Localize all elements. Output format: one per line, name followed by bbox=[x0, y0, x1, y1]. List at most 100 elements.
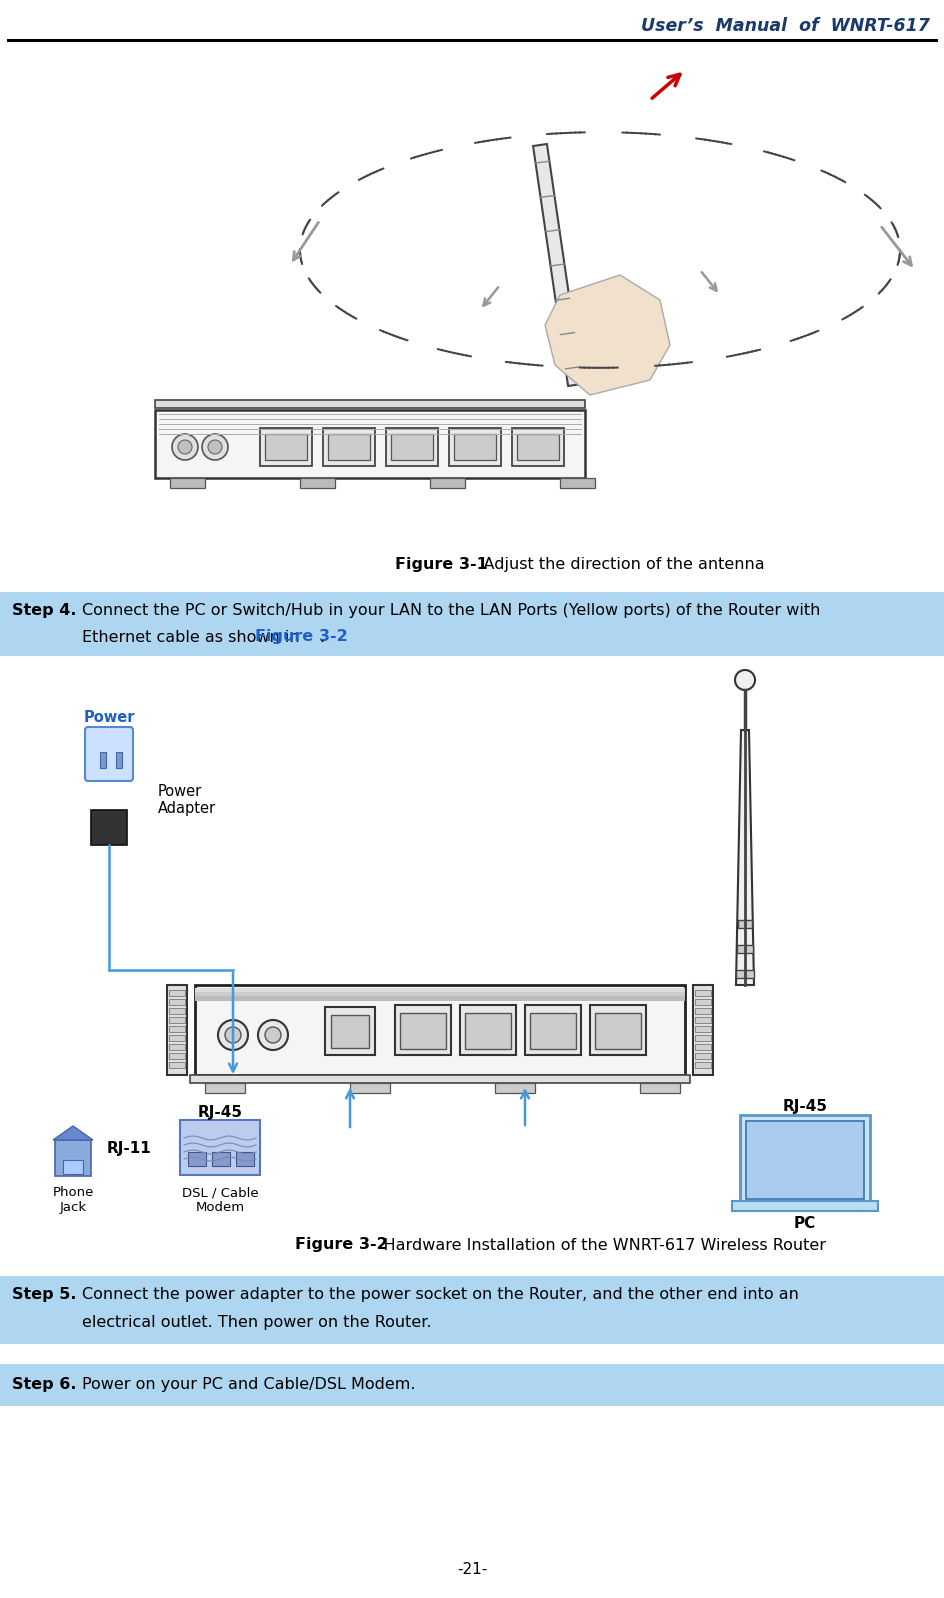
FancyBboxPatch shape bbox=[695, 1043, 711, 1050]
FancyBboxPatch shape bbox=[386, 428, 438, 467]
FancyBboxPatch shape bbox=[395, 1005, 451, 1055]
Polygon shape bbox=[736, 730, 754, 984]
Text: Power
Adapter: Power Adapter bbox=[158, 783, 216, 817]
FancyBboxPatch shape bbox=[325, 1007, 375, 1055]
FancyBboxPatch shape bbox=[454, 435, 496, 460]
FancyBboxPatch shape bbox=[155, 411, 585, 478]
FancyBboxPatch shape bbox=[169, 1053, 185, 1059]
FancyBboxPatch shape bbox=[169, 991, 185, 996]
Text: Step 4.: Step 4. bbox=[12, 602, 76, 617]
FancyBboxPatch shape bbox=[400, 1013, 446, 1048]
FancyBboxPatch shape bbox=[525, 1005, 581, 1055]
FancyBboxPatch shape bbox=[169, 999, 185, 1005]
FancyBboxPatch shape bbox=[0, 1275, 944, 1344]
FancyBboxPatch shape bbox=[695, 999, 711, 1005]
FancyBboxPatch shape bbox=[169, 1016, 185, 1023]
Text: Connect the PC or Switch/Hub in your LAN to the LAN Ports (Yellow ports) of the : Connect the PC or Switch/Hub in your LAN… bbox=[82, 602, 820, 617]
FancyBboxPatch shape bbox=[465, 1013, 511, 1048]
FancyBboxPatch shape bbox=[0, 591, 944, 657]
FancyBboxPatch shape bbox=[85, 727, 133, 781]
Circle shape bbox=[258, 1020, 288, 1050]
FancyBboxPatch shape bbox=[695, 1016, 711, 1023]
FancyBboxPatch shape bbox=[746, 1122, 864, 1198]
FancyBboxPatch shape bbox=[695, 1036, 711, 1040]
FancyBboxPatch shape bbox=[640, 1083, 680, 1093]
FancyBboxPatch shape bbox=[512, 428, 564, 467]
FancyBboxPatch shape bbox=[460, 1005, 516, 1055]
FancyBboxPatch shape bbox=[155, 400, 585, 407]
Circle shape bbox=[225, 1028, 241, 1043]
Circle shape bbox=[172, 435, 198, 460]
FancyBboxPatch shape bbox=[740, 1115, 870, 1205]
Circle shape bbox=[178, 439, 192, 454]
Text: Power on your PC and Cable/DSL Modem.: Power on your PC and Cable/DSL Modem. bbox=[82, 1376, 415, 1392]
Circle shape bbox=[265, 1028, 281, 1043]
FancyBboxPatch shape bbox=[265, 435, 307, 460]
Text: Step 6.: Step 6. bbox=[12, 1376, 76, 1392]
Polygon shape bbox=[545, 275, 670, 395]
Circle shape bbox=[218, 1020, 248, 1050]
FancyBboxPatch shape bbox=[180, 1120, 260, 1175]
FancyBboxPatch shape bbox=[169, 1026, 185, 1032]
FancyBboxPatch shape bbox=[169, 1063, 185, 1067]
Polygon shape bbox=[53, 1127, 93, 1139]
FancyBboxPatch shape bbox=[449, 428, 501, 467]
FancyBboxPatch shape bbox=[350, 1083, 390, 1093]
FancyBboxPatch shape bbox=[190, 1075, 690, 1083]
FancyBboxPatch shape bbox=[205, 1083, 245, 1093]
FancyBboxPatch shape bbox=[91, 810, 127, 845]
FancyBboxPatch shape bbox=[560, 478, 595, 487]
Text: Hardware Installation of the WNRT-617 Wireless Router: Hardware Installation of the WNRT-617 Wi… bbox=[363, 1237, 826, 1253]
Text: PC: PC bbox=[794, 1216, 817, 1230]
Text: DSL / Cable
Modem: DSL / Cable Modem bbox=[181, 1186, 259, 1214]
FancyBboxPatch shape bbox=[195, 992, 685, 996]
FancyBboxPatch shape bbox=[695, 991, 711, 996]
FancyBboxPatch shape bbox=[212, 1152, 230, 1167]
FancyBboxPatch shape bbox=[430, 478, 465, 487]
FancyBboxPatch shape bbox=[170, 478, 205, 487]
FancyBboxPatch shape bbox=[0, 1365, 944, 1406]
FancyBboxPatch shape bbox=[517, 435, 559, 460]
Text: RJ-11: RJ-11 bbox=[107, 1141, 152, 1155]
Text: Figure 3-1: Figure 3-1 bbox=[395, 556, 488, 572]
FancyBboxPatch shape bbox=[100, 753, 106, 769]
FancyBboxPatch shape bbox=[63, 1160, 83, 1175]
Text: -21-: -21- bbox=[457, 1563, 487, 1577]
FancyBboxPatch shape bbox=[195, 988, 685, 992]
FancyBboxPatch shape bbox=[736, 970, 754, 978]
Circle shape bbox=[202, 435, 228, 460]
FancyBboxPatch shape bbox=[195, 984, 685, 1075]
FancyBboxPatch shape bbox=[732, 1202, 878, 1211]
FancyBboxPatch shape bbox=[391, 435, 433, 460]
FancyBboxPatch shape bbox=[693, 984, 713, 1075]
FancyBboxPatch shape bbox=[331, 1015, 369, 1048]
FancyBboxPatch shape bbox=[495, 1083, 535, 1093]
FancyBboxPatch shape bbox=[695, 1063, 711, 1067]
Circle shape bbox=[735, 670, 755, 690]
FancyBboxPatch shape bbox=[260, 428, 312, 467]
FancyBboxPatch shape bbox=[188, 1152, 206, 1167]
FancyBboxPatch shape bbox=[328, 435, 370, 460]
FancyBboxPatch shape bbox=[530, 1013, 576, 1048]
FancyBboxPatch shape bbox=[55, 1139, 91, 1176]
FancyBboxPatch shape bbox=[737, 944, 753, 952]
Text: Power: Power bbox=[83, 711, 135, 725]
Text: Figure 3-2: Figure 3-2 bbox=[295, 1237, 388, 1253]
Circle shape bbox=[208, 439, 222, 454]
Text: Phone
Jack: Phone Jack bbox=[52, 1186, 93, 1214]
Text: Adjust the direction of the antenna: Adjust the direction of the antenna bbox=[463, 556, 765, 572]
FancyBboxPatch shape bbox=[167, 984, 187, 1075]
FancyBboxPatch shape bbox=[695, 1026, 711, 1032]
FancyBboxPatch shape bbox=[695, 1053, 711, 1059]
FancyBboxPatch shape bbox=[695, 1008, 711, 1015]
FancyBboxPatch shape bbox=[169, 1043, 185, 1050]
FancyBboxPatch shape bbox=[300, 478, 335, 487]
FancyBboxPatch shape bbox=[195, 996, 685, 1000]
Polygon shape bbox=[533, 144, 582, 387]
Text: Ethernet cable as shown in: Ethernet cable as shown in bbox=[82, 630, 305, 644]
Text: RJ-45: RJ-45 bbox=[783, 1099, 828, 1114]
FancyBboxPatch shape bbox=[116, 753, 122, 769]
Text: RJ-45: RJ-45 bbox=[197, 1104, 243, 1120]
FancyBboxPatch shape bbox=[590, 1005, 646, 1055]
FancyBboxPatch shape bbox=[738, 920, 752, 928]
